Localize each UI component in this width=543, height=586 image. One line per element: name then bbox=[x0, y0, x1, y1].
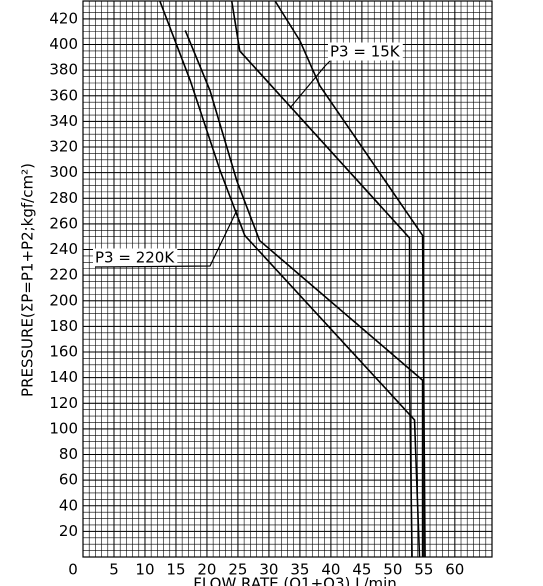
y-tick-label: 220 bbox=[49, 266, 78, 284]
x-tick-label: 45 bbox=[352, 561, 371, 579]
x-tick-label: 55 bbox=[414, 561, 433, 579]
y-tick-label: 340 bbox=[49, 112, 78, 130]
y-tick-label: 380 bbox=[49, 61, 78, 79]
y-tick-label: 140 bbox=[49, 368, 78, 386]
y-tick-label: 280 bbox=[49, 189, 78, 207]
y-tick-label: 400 bbox=[49, 35, 78, 53]
line bbox=[159, 0, 421, 558]
y-tick-label: 40 bbox=[59, 496, 78, 514]
y-tick-label: 240 bbox=[49, 240, 78, 258]
y-tick-label: 160 bbox=[49, 343, 78, 361]
annotation: P3 = 15K bbox=[330, 43, 401, 61]
y-tick-label: 100 bbox=[49, 419, 78, 437]
y-tick-label: 20 bbox=[59, 522, 78, 540]
x-axis-label: FLOW RATE (Q1+Q3) L/min bbox=[193, 575, 397, 586]
y-tick-label: 320 bbox=[49, 138, 78, 156]
y-tick-label: 420 bbox=[49, 9, 78, 27]
y-tick-label: 200 bbox=[49, 291, 78, 309]
leader bbox=[289, 60, 331, 109]
y-tick-label: 60 bbox=[59, 471, 78, 489]
x-tick-label: 60 bbox=[445, 561, 464, 579]
x-tick-label: 35 bbox=[290, 561, 309, 579]
line bbox=[230, 0, 413, 558]
annotation: P3 = 220K bbox=[95, 249, 175, 267]
annotation-bg bbox=[93, 248, 178, 267]
x-tick-label: 20 bbox=[197, 561, 216, 579]
y-axis-label: PRESSURE(ΣP=P1+P2;kgf/cm²) bbox=[19, 163, 37, 397]
line bbox=[184, 30, 424, 557]
y-tick-label: 360 bbox=[49, 86, 78, 104]
y-tick-label: 300 bbox=[49, 163, 78, 181]
x-tick-label: 15 bbox=[166, 561, 185, 579]
leader bbox=[94, 209, 238, 268]
x-tick-label: 25 bbox=[228, 561, 247, 579]
y-tick-label: 180 bbox=[49, 317, 78, 335]
y-tick-label: 80 bbox=[59, 445, 78, 463]
line bbox=[274, 0, 426, 558]
x-tick-label: 10 bbox=[135, 561, 154, 579]
y-tick-label: 120 bbox=[49, 394, 78, 412]
x-tick-label: 40 bbox=[321, 561, 340, 579]
x-tick-label: 0 bbox=[68, 561, 78, 579]
x-tick-label: 30 bbox=[259, 561, 278, 579]
x-tick-label: 5 bbox=[109, 561, 119, 579]
y-tick-label: 260 bbox=[49, 214, 78, 232]
x-tick-label: 50 bbox=[383, 561, 402, 579]
annotation-bg bbox=[328, 42, 403, 61]
